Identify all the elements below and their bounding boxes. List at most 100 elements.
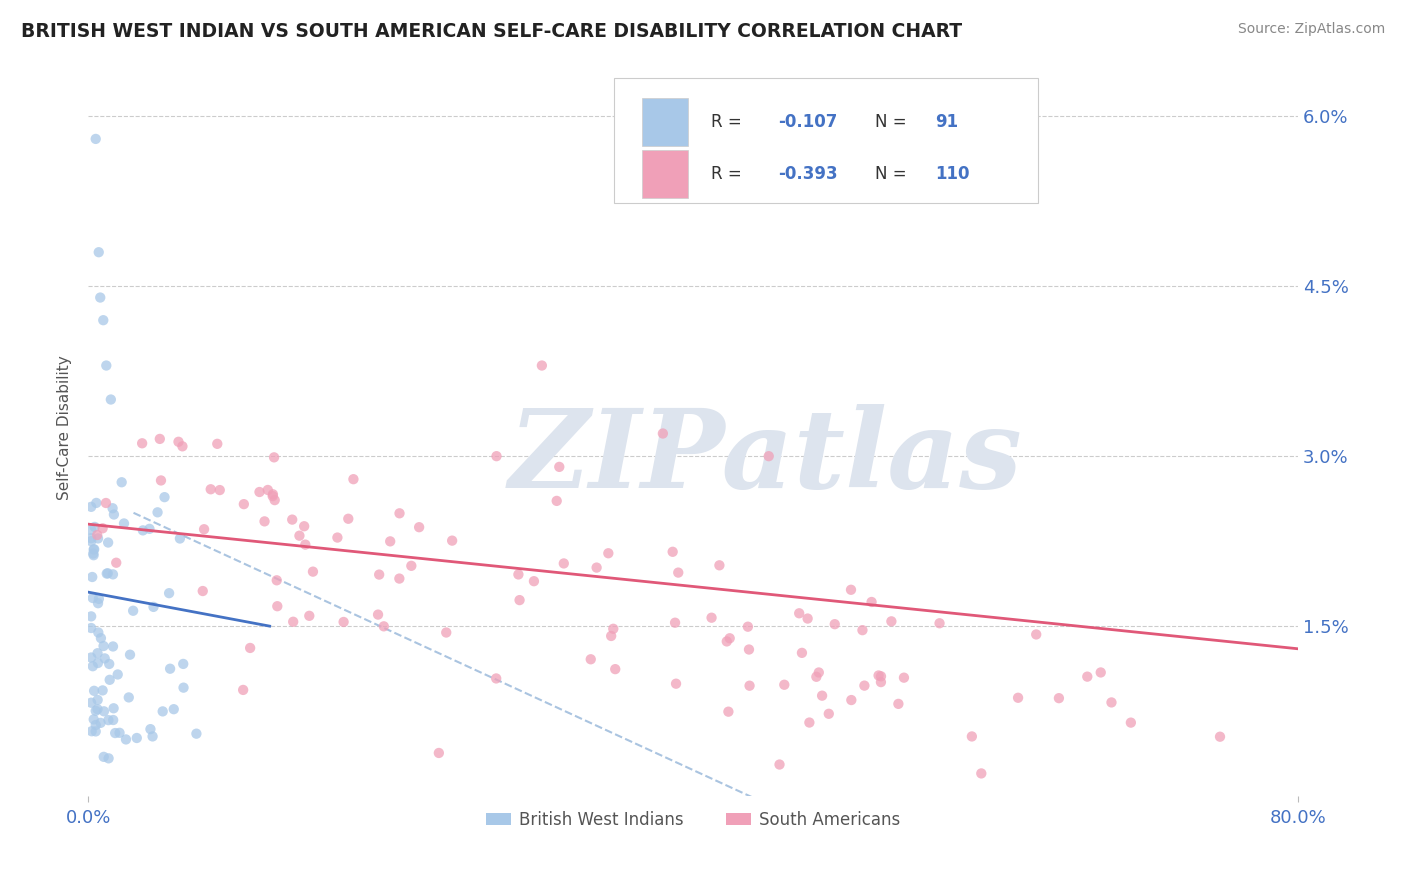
Point [970, 766, 993, 780]
Point [83, 683, 105, 698]
Point [1119, 715, 1142, 730]
Point [887, 697, 910, 711]
Text: R =: R = [711, 113, 747, 131]
Point [101, 501, 124, 516]
Point [208, 483, 231, 497]
Point [485, 449, 508, 463]
Point [232, 497, 254, 511]
Point [84, 132, 107, 146]
Point [111, 475, 134, 490]
Point [82, 591, 104, 605]
Point [790, 646, 813, 660]
Point [824, 617, 846, 632]
Point [1025, 627, 1047, 641]
Text: Source: ZipAtlas.com: Source: ZipAtlas.com [1237, 22, 1385, 37]
Point [807, 665, 830, 680]
Point [294, 538, 316, 552]
Point [839, 693, 862, 707]
Point [207, 437, 229, 451]
Point [441, 533, 464, 548]
Point [585, 560, 607, 574]
Point [928, 616, 950, 631]
Point [93, 651, 115, 665]
Point [281, 513, 304, 527]
Point [87, 596, 110, 610]
Point [96, 359, 118, 373]
Point [380, 534, 402, 549]
Point [737, 620, 759, 634]
Point [434, 625, 457, 640]
Point [84, 704, 107, 718]
Point [870, 675, 893, 690]
Point [108, 726, 131, 740]
Point [80, 534, 103, 549]
Point [98, 657, 121, 671]
Point [716, 634, 738, 648]
Point [163, 702, 186, 716]
FancyBboxPatch shape [643, 150, 689, 198]
Point [523, 574, 546, 589]
Point [93, 639, 115, 653]
Point [131, 436, 153, 450]
Point [1101, 695, 1123, 709]
Point [83, 520, 105, 534]
Point [796, 611, 818, 625]
Point [326, 531, 349, 545]
Point [80, 531, 103, 545]
Point [86, 646, 108, 660]
Point [700, 611, 723, 625]
Point [104, 726, 127, 740]
Point [172, 439, 194, 453]
Text: BRITISH WEST INDIAN VS SOUTH AMERICAN SELF-CARE DISABILITY CORRELATION CHART: BRITISH WEST INDIAN VS SOUTH AMERICAN SE… [21, 22, 962, 41]
Text: -0.393: -0.393 [778, 165, 838, 183]
Point [149, 432, 172, 446]
Point [118, 648, 141, 662]
Point [1209, 730, 1232, 744]
Point [548, 459, 571, 474]
Text: N =: N = [875, 113, 911, 131]
Point [105, 556, 128, 570]
Point [86, 528, 108, 542]
Point [508, 567, 530, 582]
Point [103, 508, 125, 522]
Point [288, 529, 311, 543]
Point [388, 572, 411, 586]
Point [666, 566, 689, 580]
Point [200, 482, 222, 496]
Point [93, 704, 115, 718]
FancyBboxPatch shape [614, 78, 1038, 203]
Point [80, 609, 103, 624]
Point [664, 615, 686, 630]
Point [839, 582, 862, 597]
Point [249, 485, 271, 500]
Point [283, 615, 305, 629]
Point [91, 521, 114, 535]
Point [401, 558, 423, 573]
Point [153, 490, 176, 504]
Point [97, 713, 120, 727]
Point [122, 604, 145, 618]
Point [103, 701, 125, 715]
Point [152, 705, 174, 719]
Point [665, 676, 688, 690]
Point [579, 652, 602, 666]
Point [169, 532, 191, 546]
Text: -0.107: -0.107 [778, 113, 837, 131]
Point [263, 493, 285, 508]
Point [101, 567, 124, 582]
Text: N =: N = [875, 165, 911, 183]
Point [661, 545, 683, 559]
Point [83, 548, 105, 562]
Point [602, 622, 624, 636]
Point [738, 679, 761, 693]
Point [84, 724, 107, 739]
Point [880, 615, 903, 629]
Point [112, 516, 135, 531]
Point [256, 483, 278, 497]
Point [84, 496, 107, 510]
Point [82, 659, 104, 673]
Text: 91: 91 [935, 113, 959, 131]
Point [605, 662, 627, 676]
Point [799, 715, 821, 730]
FancyBboxPatch shape [643, 98, 689, 146]
